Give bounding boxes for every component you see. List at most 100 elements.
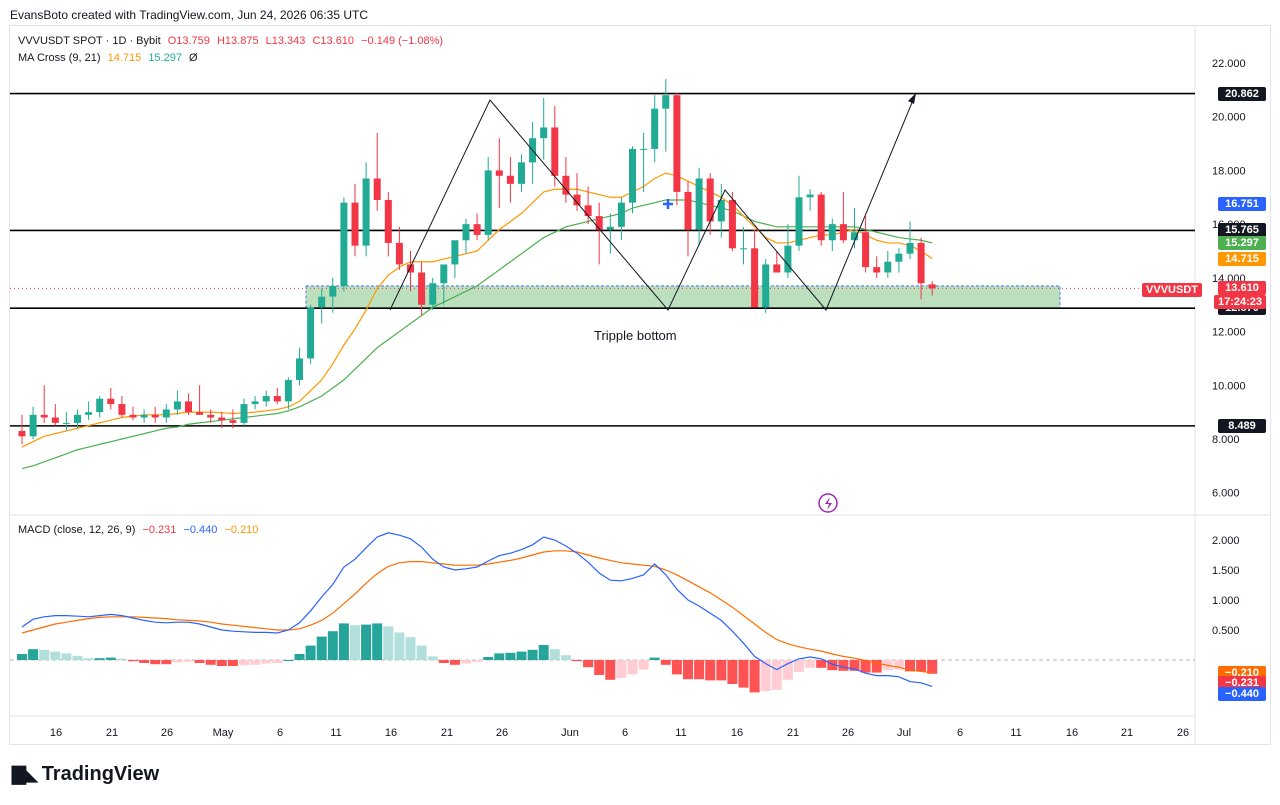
candle-body <box>617 202 625 227</box>
time-tick-label: 11 <box>330 727 341 739</box>
ma-label[interactable]: MA Cross (9, 21) <box>18 52 101 64</box>
time-tick-label: 16 <box>731 727 743 739</box>
candle-body <box>107 398 115 405</box>
macd-histogram-bar <box>283 660 294 661</box>
macd-histogram-bar <box>449 660 460 665</box>
candle-body <box>884 261 892 273</box>
time-tick-label: Jul <box>897 727 911 739</box>
candle-body <box>173 401 181 410</box>
candle-body <box>640 148 648 150</box>
candle-body <box>40 414 48 418</box>
candle-body <box>218 417 226 421</box>
time-tick-label: 26 <box>842 727 854 739</box>
ma-slow-value: 15.297 <box>148 52 182 64</box>
macd-histogram-bar <box>50 651 61 660</box>
macd-tick-label: 1.000 <box>1212 595 1240 607</box>
candle-body <box>606 226 614 230</box>
candle-body <box>185 401 192 413</box>
candle-body <box>562 175 570 195</box>
time-tick-label: 26 <box>496 727 508 739</box>
macd-histogram-bar <box>427 656 438 660</box>
macd-histogram-bar <box>72 655 83 660</box>
candle-body <box>595 216 603 230</box>
macd-histogram-bar <box>827 660 838 671</box>
candle-body <box>240 404 248 423</box>
macd-histogram-bar <box>361 624 372 660</box>
candle-body <box>773 264 781 273</box>
macd-tick-label: 1.500 <box>1212 565 1240 577</box>
macd-histogram-bar <box>816 660 827 668</box>
price-tick-label: 20.000 <box>1212 112 1246 124</box>
macd-histogram-bar <box>294 654 305 660</box>
price-axis-tag: 15.297 <box>1218 236 1266 251</box>
candle-body <box>473 224 481 235</box>
candle-body <box>18 430 26 437</box>
candle-body <box>373 178 381 200</box>
candle-body <box>62 422 70 424</box>
time-tick-label: Jun <box>561 727 579 739</box>
candle-body <box>307 307 315 359</box>
macd-axis-tag: −0.440 <box>1218 687 1266 702</box>
macd-histogram-bar <box>272 660 283 663</box>
macd-line <box>21 532 933 687</box>
macd-histogram-bar <box>860 660 871 673</box>
tradingview-logo[interactable]: ▇◣ TradingView <box>12 763 159 786</box>
candle-body <box>262 396 270 402</box>
macd-histogram-bar <box>305 645 316 660</box>
macd-tick-label: 2.000 <box>1212 535 1240 547</box>
candle-body <box>806 194 814 198</box>
macd-histogram-bar <box>749 660 760 693</box>
macd-histogram-bar <box>161 660 172 665</box>
candle-body <box>839 224 847 241</box>
macd-histogram-bar <box>583 660 594 668</box>
macd-histogram-bar <box>239 660 249 666</box>
macd-histogram-bar <box>538 645 549 660</box>
symbol-label[interactable]: VVVUSDT SPOT · 1D · Bybit <box>18 35 161 47</box>
macd-histogram-bar <box>516 651 527 660</box>
candle-body <box>273 396 281 402</box>
price-tick-label: 18.000 <box>1212 165 1246 177</box>
macd-axis-tag: −0.231 <box>1218 675 1266 690</box>
candle-body <box>85 412 93 415</box>
candle-body <box>151 414 159 418</box>
ma-fast-value: 14.715 <box>107 52 142 64</box>
macd-histogram-bar <box>616 660 627 678</box>
macd-histogram-bar <box>505 652 516 660</box>
candle-body <box>795 197 803 246</box>
candle-body <box>706 178 714 222</box>
candle-body <box>118 404 126 415</box>
candle-body <box>251 401 259 405</box>
candle-body <box>429 283 437 305</box>
candle-body <box>351 202 359 246</box>
chart-frame <box>9 25 1271 745</box>
macd-histogram-bar <box>527 649 538 660</box>
macd-label[interactable]: MACD (close, 12, 26, 9) <box>18 524 136 536</box>
candle-body <box>384 199 392 243</box>
price-axis-tag: 15.765 <box>1218 223 1266 238</box>
macd-histogram-bar <box>350 625 360 660</box>
candle-body <box>873 267 881 273</box>
countdown-tag: 17:24:23 <box>1213 295 1266 310</box>
lightning-icon <box>818 493 838 513</box>
price-tick-label: 22.000 <box>1212 58 1246 70</box>
candle-body <box>229 420 237 423</box>
candle-body <box>329 285 337 297</box>
candle-body <box>673 95 681 192</box>
ma-fast-line <box>21 172 933 448</box>
candle-body <box>51 417 59 423</box>
candle-body <box>728 199 736 249</box>
macd-histogram-bar <box>794 660 804 672</box>
time-tick-label: 21 <box>441 727 453 739</box>
price-tick-label: 10.000 <box>1212 380 1246 392</box>
projection-arrowhead <box>908 93 916 104</box>
price-axis-tag: 8.489 <box>1218 418 1266 433</box>
macd-histogram-bar <box>660 660 671 665</box>
candle-body <box>495 170 503 176</box>
candle-body <box>129 414 137 418</box>
candle-body <box>684 191 692 230</box>
price-axis-tag: 16.751 <box>1218 196 1266 211</box>
close-value: C13.610 <box>312 35 355 47</box>
candle-body <box>695 178 703 230</box>
macd-histogram-bar <box>227 660 238 666</box>
